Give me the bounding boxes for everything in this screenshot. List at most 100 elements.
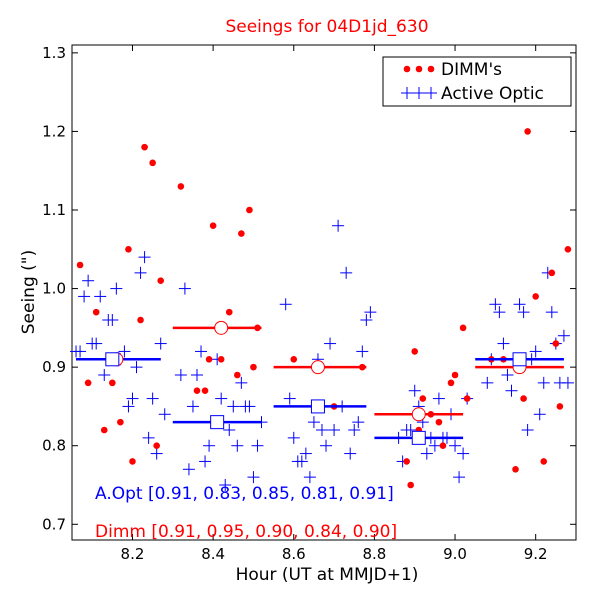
legend-dimm-marker xyxy=(403,65,435,73)
dimm-point xyxy=(149,159,156,167)
legend-ao-marker xyxy=(401,87,437,99)
ao-point xyxy=(457,447,470,460)
x-axis-label: Hour (UT at MMJD+1) xyxy=(236,565,419,585)
ao-point xyxy=(505,384,518,397)
dimm-point xyxy=(540,458,548,465)
ao-point xyxy=(90,337,103,350)
dimm-point xyxy=(129,458,136,465)
dimm-point xyxy=(512,465,519,473)
dimm-point xyxy=(92,308,100,316)
dimm-point xyxy=(225,308,233,316)
ao-point xyxy=(126,392,139,405)
ao-point xyxy=(190,369,203,381)
ao-point xyxy=(215,392,228,405)
dimm-point xyxy=(193,387,201,395)
ao-point xyxy=(251,439,264,452)
dimm-point xyxy=(125,245,132,253)
ao-point xyxy=(356,345,369,358)
legend-dimm-dot xyxy=(403,65,411,73)
dimm-point xyxy=(290,355,298,363)
ao-point xyxy=(493,306,506,319)
ao-point xyxy=(307,416,320,429)
ao-mean-marker xyxy=(512,352,527,367)
y-tick-label: 0.8 xyxy=(42,437,66,455)
dimm-mean-marker xyxy=(214,320,229,335)
y-tick-label: 1.2 xyxy=(42,122,66,140)
legend-dimm-label: DIMM's xyxy=(441,60,502,80)
x-tick-label: 8.4 xyxy=(201,545,225,563)
ao-point xyxy=(295,455,308,468)
dimm-point xyxy=(76,261,84,269)
ao-point xyxy=(348,424,361,436)
ao-mean-marker xyxy=(105,352,120,367)
ao-point xyxy=(545,306,558,319)
ao-point xyxy=(561,376,574,389)
ao-point xyxy=(328,424,341,436)
dimm-point xyxy=(532,293,539,300)
dimm-point xyxy=(411,348,419,355)
dimm-point xyxy=(556,403,564,410)
ao-point xyxy=(299,447,312,460)
ao-point xyxy=(489,298,502,311)
legend-ao-plus xyxy=(401,87,413,99)
ao-point xyxy=(360,314,373,326)
ao-point xyxy=(332,219,345,232)
dimm-point xyxy=(205,355,213,363)
ao-point xyxy=(287,431,300,444)
legend: DIMM's Active Optic xyxy=(382,56,572,107)
ao-point xyxy=(122,400,135,413)
dimm-point xyxy=(520,395,527,402)
y-tick-label: 1.3 xyxy=(42,44,66,62)
dimm-point xyxy=(234,371,241,379)
ao-point xyxy=(352,416,365,429)
dimm-point xyxy=(407,481,414,489)
ao-point xyxy=(404,424,417,436)
ao-point xyxy=(432,392,445,405)
ao-summary-annotation: A.Opt [0.91, 0.83, 0.85, 0.81, 0.91] xyxy=(95,484,394,504)
ao-point xyxy=(186,400,199,413)
dimm-point xyxy=(137,316,144,324)
x-tick-label: 8.2 xyxy=(121,545,145,563)
dimm-point xyxy=(177,183,185,190)
ao-point xyxy=(223,424,236,436)
ao-point xyxy=(227,400,240,413)
dimm-point xyxy=(209,222,217,230)
ao-point xyxy=(247,471,260,484)
dimm-series xyxy=(76,128,572,489)
dimm-point xyxy=(459,324,467,332)
y-tick-label: 0.7 xyxy=(42,515,66,533)
ao-point xyxy=(158,408,171,421)
dimm-point xyxy=(250,363,257,371)
ao-point xyxy=(138,251,151,264)
dimm-mean-marker xyxy=(310,360,325,375)
dimm-mean-marker xyxy=(411,407,426,422)
ao-point xyxy=(481,376,494,389)
ao-point xyxy=(533,408,546,421)
dimm-point xyxy=(435,418,443,426)
ao-point xyxy=(118,345,131,358)
ao-mean-marker xyxy=(411,430,426,445)
ao-point xyxy=(303,471,316,484)
legend-ao-plus xyxy=(425,87,437,99)
ao-point xyxy=(344,447,357,460)
legend-ao-label: Active Optic xyxy=(441,84,544,104)
ao-point xyxy=(178,282,191,295)
ao-point xyxy=(517,306,530,319)
ao-point xyxy=(94,290,107,303)
legend-dimm-dot xyxy=(427,65,435,73)
dimm-point xyxy=(84,379,92,387)
ao-point xyxy=(199,455,212,468)
ao-point xyxy=(195,345,208,358)
ao-point xyxy=(283,392,296,405)
plot-area xyxy=(71,44,577,541)
y-tick-label: 0.9 xyxy=(42,358,66,376)
ao-point xyxy=(243,400,256,413)
dimm-point xyxy=(153,442,160,450)
chart-title: Seeings for 04D1jd_630 xyxy=(225,17,428,37)
dimm-point xyxy=(246,206,253,214)
dimm-point xyxy=(141,143,148,151)
dimm-point xyxy=(451,371,459,379)
dimm-point xyxy=(117,418,124,426)
ao-point xyxy=(74,345,87,358)
ao-point xyxy=(529,345,542,358)
